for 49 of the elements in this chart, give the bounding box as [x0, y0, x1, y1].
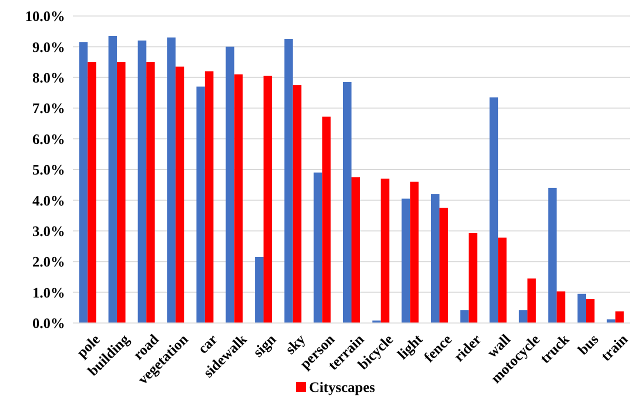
- bar: [556, 291, 566, 323]
- bar: [234, 74, 243, 323]
- bar: [79, 42, 88, 323]
- bar: [380, 178, 390, 323]
- bar: [490, 97, 498, 323]
- bar: [468, 233, 478, 323]
- bar: [88, 62, 96, 323]
- bar: [108, 36, 117, 323]
- y-tick-label: 5.0%: [32, 162, 65, 179]
- y-tick-label: 6.0%: [32, 132, 65, 148]
- y-tick-label: 2.0%: [32, 254, 65, 271]
- y-tick-label: 7.0%: [32, 101, 65, 118]
- bar: [402, 198, 410, 323]
- y-tick-label: 10.0%: [25, 9, 65, 26]
- bar: [615, 311, 624, 323]
- bar: [518, 310, 528, 323]
- bar: [196, 86, 205, 323]
- bar: [176, 66, 184, 323]
- bar: [578, 294, 586, 323]
- bar: [527, 278, 536, 323]
- y-tick-label: 8.0%: [32, 70, 65, 86]
- bar: [460, 310, 469, 323]
- bar: [322, 116, 331, 323]
- x-tick-label: sign: [250, 332, 280, 361]
- bar: [410, 182, 419, 323]
- bar: [264, 76, 272, 323]
- bar: [167, 37, 176, 323]
- bar: [204, 71, 214, 323]
- bar: [314, 172, 322, 323]
- bar: [498, 238, 507, 323]
- bar: [146, 62, 155, 323]
- y-tick-label: 4.0%: [32, 193, 65, 210]
- bar: [292, 85, 302, 323]
- legend-label: Cityscapes: [309, 380, 376, 396]
- bar: [352, 177, 360, 323]
- bar: [255, 256, 264, 323]
- bar: [116, 62, 126, 323]
- y-tick-label: 3.0%: [32, 224, 65, 240]
- bar: [586, 299, 595, 323]
- bar: [226, 46, 234, 323]
- bar: [138, 40, 146, 323]
- bar: [430, 194, 440, 323]
- y-tick-label: 1.0%: [32, 285, 65, 302]
- bar: [284, 39, 293, 323]
- bar: [548, 188, 557, 323]
- bar: [343, 82, 352, 323]
- bar: [439, 208, 448, 323]
- y-tick-label: 0.0%: [32, 316, 65, 332]
- y-tick-label: 9.0%: [32, 40, 65, 56]
